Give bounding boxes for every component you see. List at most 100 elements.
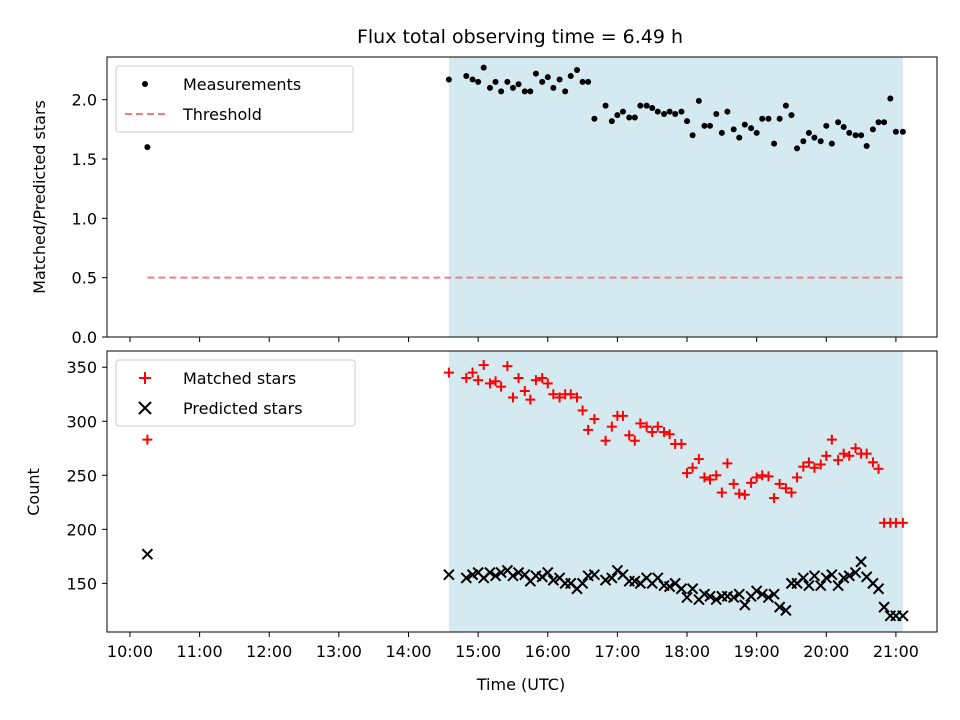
measurement-point	[892, 128, 899, 135]
measurement-point	[486, 84, 493, 91]
x-tick-label: 19:00	[734, 642, 780, 661]
measurement-point	[509, 84, 516, 91]
predicted-star-point	[733, 588, 745, 600]
chart-title: Flux total observing time = 6.49 h	[357, 26, 683, 48]
predicted-star-point	[855, 556, 867, 568]
measurement-point	[713, 110, 720, 117]
ratio-panel: 0.00.51.01.52.0 Matched/Predicted stars …	[30, 56, 938, 347]
measurement-point	[730, 126, 737, 133]
matched-star-point	[682, 468, 693, 479]
measurement-point	[591, 115, 598, 122]
x-tick-label: 12:00	[246, 642, 292, 661]
measurement-point	[643, 102, 650, 109]
predicted-star-point	[663, 580, 676, 593]
matched-star-point	[629, 435, 640, 446]
predicted-star-point	[897, 610, 909, 622]
measurement-point	[562, 88, 569, 95]
matched-star-point	[699, 472, 710, 483]
measurement-point	[527, 88, 534, 95]
predicted-star-point	[843, 570, 855, 582]
predicted-star-point	[780, 604, 792, 617]
measurement-point	[852, 132, 859, 139]
measurement-point	[875, 119, 882, 126]
measurement-point	[608, 118, 615, 125]
matched-star-point	[484, 378, 495, 389]
predicted-star-point	[681, 591, 693, 604]
predicted-star-point	[547, 574, 560, 586]
x-tick-label: 11:00	[177, 642, 223, 661]
matched-star-point	[734, 488, 745, 499]
predicted-star-point	[872, 583, 885, 595]
measurement-point	[724, 108, 731, 115]
measurement-point	[544, 74, 551, 81]
measurement-point	[899, 128, 906, 135]
measurement-point	[469, 76, 476, 83]
matched-star-point	[728, 478, 739, 489]
y-tick-label: 0.0	[72, 328, 97, 347]
measurement-point	[823, 122, 830, 129]
measurement-point	[689, 132, 696, 139]
observing-span-shade	[448, 57, 903, 337]
matched-star-point	[780, 483, 791, 494]
matched-star-point	[513, 373, 524, 384]
matched-star-point	[711, 470, 722, 481]
measurement-point	[858, 132, 865, 139]
measurement-point	[445, 76, 452, 83]
measurement-point	[492, 78, 499, 85]
measurement-point	[707, 122, 714, 129]
measurement-point	[649, 105, 656, 112]
predicted-star-point	[750, 585, 763, 597]
measurement-point	[701, 122, 708, 129]
matched-star-point	[687, 462, 698, 473]
y-tick-label: 300	[66, 412, 97, 431]
predicted-star-point	[773, 601, 786, 613]
predicted-star-point	[460, 572, 473, 584]
matched-star-point	[496, 381, 507, 392]
legend-predicted-swatch	[138, 401, 152, 415]
x-tick-label: 15:00	[455, 642, 501, 661]
matched-star-point	[525, 394, 536, 405]
matched-star-point	[769, 492, 780, 503]
predicted-star-point	[803, 579, 815, 592]
predicted-star-point	[727, 591, 740, 604]
matched-star-point	[746, 477, 757, 488]
measurement-point	[532, 70, 539, 77]
x-tick-label: 13:00	[316, 642, 362, 661]
measurement-point	[480, 64, 487, 71]
ratio-series	[144, 64, 906, 279]
measurement-point	[539, 78, 546, 85]
matched-star-point	[751, 472, 762, 483]
predicted-star-point	[826, 569, 838, 581]
measurement-point	[695, 97, 702, 104]
matched-star-point	[443, 367, 454, 378]
ratio-x-ticks	[129, 337, 897, 342]
legend-matched-swatch	[139, 372, 151, 384]
predicted-star-point	[599, 574, 612, 586]
matched-star-point	[833, 455, 844, 466]
matched-star-point	[861, 448, 872, 459]
predicted-star-point	[512, 566, 525, 579]
x-tick-label: 21:00	[873, 642, 919, 661]
measurement-point	[585, 78, 592, 85]
matched-star-point	[803, 457, 814, 468]
matched-star-point	[821, 450, 832, 461]
matched-star-point	[792, 472, 803, 483]
measurement-point	[863, 142, 870, 149]
matched-star-point	[809, 462, 820, 473]
predicted-star-point	[808, 570, 821, 582]
measurement-point	[846, 129, 853, 136]
predicted-star-point	[710, 593, 722, 606]
count-y-axis-label: Count	[24, 468, 43, 516]
measurement-point	[869, 126, 876, 133]
matched-star-point	[519, 385, 530, 396]
measurement-point	[741, 121, 748, 128]
measurement-point	[840, 124, 847, 130]
matched-star-point	[635, 418, 646, 429]
matched-star-point	[606, 421, 617, 432]
predicted-star-point	[507, 570, 519, 582]
predicted-star-point	[484, 566, 496, 579]
measurement-point	[887, 95, 894, 102]
x-tick-label: 14:00	[385, 642, 431, 661]
y-tick-label: 150	[66, 574, 97, 593]
